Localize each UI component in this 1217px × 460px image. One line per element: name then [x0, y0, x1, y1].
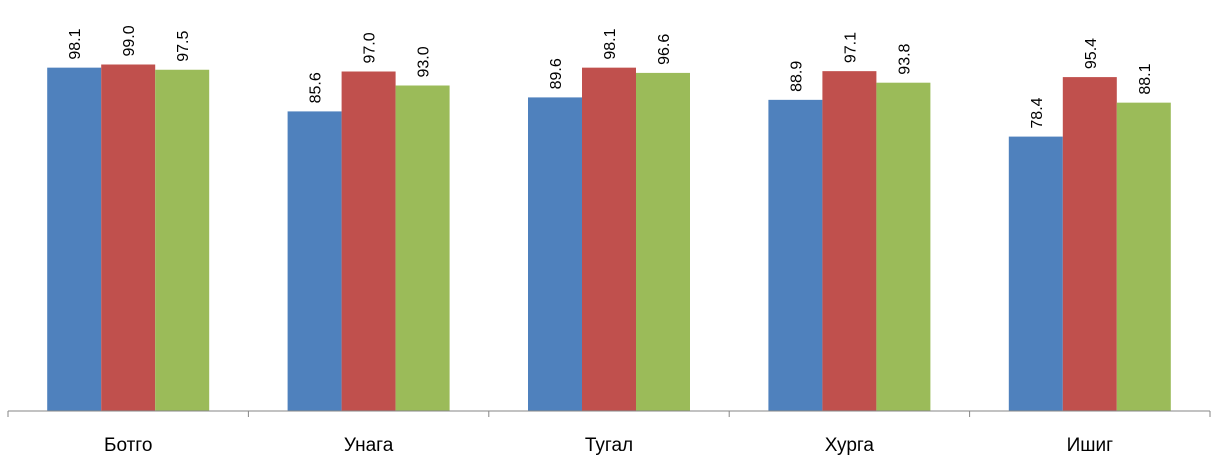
- value-label: 97.1: [842, 32, 859, 63]
- value-label: 78.4: [1029, 97, 1046, 128]
- bar: [768, 99, 823, 411]
- bar: [636, 72, 690, 412]
- bar: [528, 97, 582, 412]
- value-label: 97.5: [175, 31, 192, 62]
- value-label: 93.0: [416, 46, 433, 77]
- x-axis-ticks: [7, 411, 1211, 417]
- bar: [155, 69, 210, 411]
- value-label: 88.9: [788, 61, 805, 92]
- bar: [582, 67, 636, 412]
- category-label: Тугал: [585, 435, 633, 456]
- bar: [287, 111, 342, 412]
- bar: [341, 71, 396, 411]
- value-label: 96.6: [656, 34, 673, 65]
- value-label: 98.1: [602, 28, 619, 59]
- value-label: 88.1: [1137, 63, 1154, 94]
- x-axis-labels: Ботго Унага Тугал Хурга Ишиг: [104, 435, 1113, 456]
- bar: [822, 71, 877, 412]
- value-label: 89.6: [548, 58, 565, 89]
- value-label: 98.1: [67, 28, 84, 59]
- value-label: 93.8: [896, 43, 913, 74]
- category-label: Хурга: [825, 435, 875, 456]
- bar: [876, 82, 931, 411]
- category-label: Унага: [344, 435, 394, 456]
- bar: [101, 64, 156, 411]
- bar: [1062, 77, 1117, 411]
- bar: [395, 85, 450, 411]
- category-label: Ишиг: [1067, 435, 1114, 456]
- bar: [47, 67, 102, 412]
- value-label: 95.4: [1083, 38, 1100, 69]
- bars-layer: [47, 64, 1171, 412]
- category-label: Ботго: [104, 435, 152, 456]
- value-label: 85.6: [308, 72, 325, 103]
- bar: [1008, 136, 1063, 411]
- value-label: 97.0: [362, 32, 379, 63]
- value-labels-layer: 98.1 99.0 97.5 85.6 97.0 93.0 89.6 98.1 96.6 88.9…: [67, 25, 1154, 128]
- bar: [1116, 102, 1171, 412]
- value-label: 99.0: [121, 25, 138, 56]
